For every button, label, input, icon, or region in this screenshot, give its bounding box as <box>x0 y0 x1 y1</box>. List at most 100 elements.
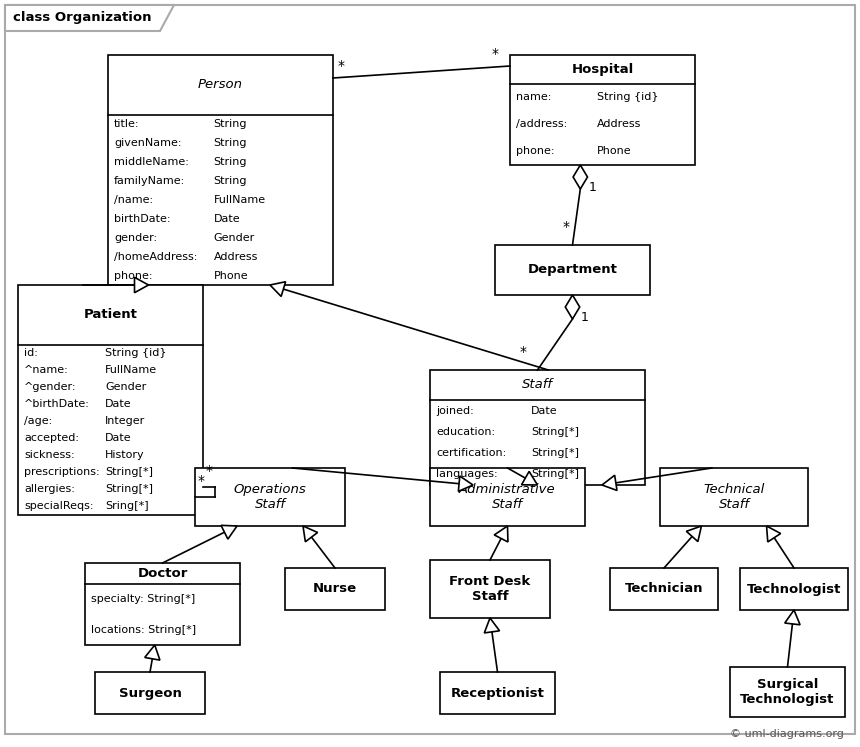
Text: name:: name: <box>516 92 551 102</box>
Text: String: String <box>214 176 248 186</box>
Text: Gender: Gender <box>105 382 146 392</box>
Text: *: * <box>338 59 345 73</box>
Bar <box>430 560 550 618</box>
Polygon shape <box>134 277 149 293</box>
Text: Date: Date <box>105 400 132 409</box>
Polygon shape <box>484 618 500 633</box>
Polygon shape <box>521 471 538 485</box>
Polygon shape <box>303 526 317 542</box>
Polygon shape <box>602 475 617 491</box>
Polygon shape <box>5 5 174 31</box>
Bar <box>85 563 240 645</box>
Text: Patient: Patient <box>83 309 138 321</box>
Bar <box>285 568 385 610</box>
Polygon shape <box>458 476 473 492</box>
Bar <box>108 55 333 285</box>
Text: *: * <box>562 220 569 234</box>
Text: Receptionist: Receptionist <box>451 686 544 699</box>
Text: History: History <box>105 450 144 460</box>
Text: ^birthDate:: ^birthDate: <box>24 400 90 409</box>
Text: specialReqs:: specialReqs: <box>24 501 94 512</box>
Polygon shape <box>766 526 781 542</box>
Text: FullName: FullName <box>214 195 266 205</box>
Text: Date: Date <box>214 214 241 224</box>
Text: Phone: Phone <box>214 270 249 281</box>
Text: String: String <box>214 157 248 167</box>
Text: languages:: languages: <box>436 469 498 480</box>
Text: Doctor: Doctor <box>138 567 187 580</box>
Text: familyName:: familyName: <box>114 176 185 186</box>
Text: String[*]: String[*] <box>105 485 153 495</box>
Text: Date: Date <box>531 406 557 415</box>
Polygon shape <box>565 295 580 319</box>
Text: Date: Date <box>105 433 132 444</box>
Text: 1: 1 <box>588 181 596 194</box>
Text: /name:: /name: <box>114 195 153 205</box>
Text: © uml-diagrams.org: © uml-diagrams.org <box>730 729 844 739</box>
Bar <box>730 667 845 717</box>
Text: middleName:: middleName: <box>114 157 189 167</box>
Text: prescriptions:: prescriptions: <box>24 468 100 477</box>
Bar <box>510 55 695 165</box>
Text: sickness:: sickness: <box>24 450 75 460</box>
Text: /address:: /address: <box>516 120 568 129</box>
Text: accepted:: accepted: <box>24 433 79 444</box>
Text: id:: id: <box>24 348 38 359</box>
Text: Department: Department <box>527 264 617 276</box>
Polygon shape <box>270 282 286 297</box>
Text: String[*]: String[*] <box>531 448 579 458</box>
Bar <box>195 468 345 526</box>
Bar <box>660 468 808 526</box>
Text: Surgeon: Surgeon <box>119 686 181 699</box>
Text: *: * <box>492 47 499 61</box>
Text: Technician: Technician <box>624 583 703 595</box>
Bar <box>430 468 585 526</box>
Polygon shape <box>494 526 508 542</box>
Text: ^name:: ^name: <box>24 365 69 375</box>
Text: *: * <box>519 345 526 359</box>
Text: String[*]: String[*] <box>531 469 579 480</box>
Text: *: * <box>206 465 213 478</box>
Text: Integer: Integer <box>105 416 145 427</box>
Bar <box>95 672 205 714</box>
Bar <box>430 370 645 485</box>
Text: 1: 1 <box>580 311 588 324</box>
Text: allergies:: allergies: <box>24 485 75 495</box>
Text: phone:: phone: <box>114 270 152 281</box>
Text: phone:: phone: <box>516 146 555 156</box>
Text: birthDate:: birthDate: <box>114 214 170 224</box>
Polygon shape <box>144 645 160 660</box>
Text: Sring[*]: Sring[*] <box>105 501 149 512</box>
Bar <box>18 285 203 515</box>
Text: String {id}: String {id} <box>597 92 659 102</box>
Text: education:: education: <box>436 427 495 437</box>
Text: Operations
Staff: Operations Staff <box>234 483 306 511</box>
Text: Address: Address <box>597 120 642 129</box>
Text: /homeAddress:: /homeAddress: <box>114 252 198 261</box>
Bar <box>610 568 718 610</box>
Text: Phone: Phone <box>597 146 631 156</box>
Polygon shape <box>221 525 237 539</box>
Text: String[*]: String[*] <box>531 427 579 437</box>
Polygon shape <box>785 610 800 624</box>
Text: FullName: FullName <box>105 365 157 375</box>
Text: class Organization: class Organization <box>13 11 151 25</box>
Text: Front Desk
Staff: Front Desk Staff <box>450 575 531 603</box>
Bar <box>440 672 555 714</box>
Polygon shape <box>686 526 702 542</box>
Text: Person: Person <box>198 78 243 91</box>
Text: gender:: gender: <box>114 233 157 243</box>
Text: title:: title: <box>114 120 139 129</box>
Text: specialty: String[*]: specialty: String[*] <box>91 595 195 604</box>
Text: Address: Address <box>214 252 258 261</box>
Bar <box>495 245 650 295</box>
Text: /age:: /age: <box>24 416 52 427</box>
Text: Surgical
Technologist: Surgical Technologist <box>740 678 835 706</box>
Text: certification:: certification: <box>436 448 507 458</box>
Text: Administrative
Staff: Administrative Staff <box>459 483 556 511</box>
Bar <box>740 568 848 610</box>
Text: String: String <box>214 120 248 129</box>
Text: Staff: Staff <box>522 379 553 391</box>
Text: Hospital: Hospital <box>571 63 634 75</box>
Text: Technical
Staff: Technical Staff <box>703 483 765 511</box>
